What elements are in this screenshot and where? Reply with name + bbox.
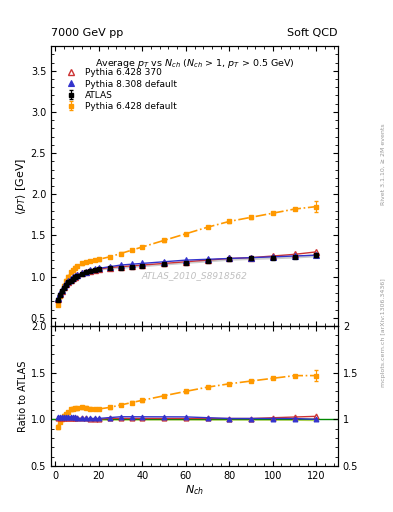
Pythia 8.308 default	[70, 274, 75, 281]
Pythia 6.428 370	[292, 251, 297, 258]
Pythia 8.308 default	[107, 264, 112, 270]
Pythia 6.428 370	[64, 281, 69, 287]
Y-axis label: Ratio to ATLAS: Ratio to ATLAS	[18, 360, 28, 432]
X-axis label: $N_{ch}$: $N_{ch}$	[185, 483, 204, 497]
Text: 7000 GeV pp: 7000 GeV pp	[51, 28, 123, 38]
Pythia 6.428 370	[70, 275, 75, 281]
Pythia 6.428 370	[314, 249, 319, 255]
Pythia 6.428 370	[129, 263, 134, 269]
Pythia 8.308 default	[73, 273, 77, 279]
Line: Pythia 6.428 370: Pythia 6.428 370	[55, 249, 319, 302]
Pythia 6.428 370	[249, 254, 253, 261]
Pythia 8.308 default	[64, 280, 69, 286]
Pythia 6.428 370	[79, 270, 84, 276]
Pythia 8.308 default	[129, 261, 134, 267]
Pythia 8.308 default	[270, 254, 275, 260]
Pythia 8.308 default	[205, 256, 210, 262]
Pythia 6.428 370	[184, 259, 188, 265]
Pythia 8.308 default	[92, 266, 97, 272]
Pythia 8.308 default	[140, 260, 145, 266]
Pythia 8.308 default	[249, 254, 253, 261]
Pythia 6.428 370	[227, 255, 231, 262]
Pythia 8.308 default	[79, 270, 84, 276]
Pythia 8.308 default	[68, 276, 73, 282]
Text: Soft QCD: Soft QCD	[288, 28, 338, 38]
Pythia 6.428 370	[73, 273, 77, 280]
Pythia 8.308 default	[57, 290, 62, 296]
Pythia 8.308 default	[60, 287, 64, 293]
Pythia 6.428 370	[75, 272, 79, 278]
Pythia 6.428 370	[162, 260, 167, 266]
Pythia 6.428 370	[205, 257, 210, 263]
Pythia 8.308 default	[97, 265, 101, 271]
Pythia 8.308 default	[184, 257, 188, 263]
Text: ATLAS_2010_S8918562: ATLAS_2010_S8918562	[141, 271, 248, 280]
Pythia 6.428 370	[140, 262, 145, 268]
Pythia 8.308 default	[75, 272, 79, 278]
Pythia 6.428 370	[57, 291, 62, 297]
Pythia 8.308 default	[227, 255, 231, 262]
Y-axis label: $\langle p_T \rangle$ [GeV]: $\langle p_T \rangle$ [GeV]	[14, 157, 28, 215]
Pythia 6.428 370	[68, 277, 73, 283]
Pythia 8.308 default	[62, 283, 66, 289]
Pythia 6.428 370	[60, 288, 64, 294]
Pythia 6.428 370	[107, 265, 112, 271]
Pythia 6.428 370	[83, 269, 88, 275]
Pythia 6.428 370	[97, 266, 101, 272]
Pythia 8.308 default	[292, 253, 297, 259]
Text: mcplots.cern.ch [arXiv:1306.3436]: mcplots.cern.ch [arXiv:1306.3436]	[381, 279, 386, 387]
Text: Average $p_T$ vs $N_{ch}$ ($N_{ch}$ > 1, $p_T$ > 0.5 GeV): Average $p_T$ vs $N_{ch}$ ($N_{ch}$ > 1,…	[95, 57, 294, 70]
Pythia 6.428 370	[62, 284, 66, 290]
Pythia 8.308 default	[118, 262, 123, 268]
Pythia 8.308 default	[83, 269, 88, 275]
Text: Rivet 3.1.10, ≥ 2M events: Rivet 3.1.10, ≥ 2M events	[381, 123, 386, 205]
Pythia 8.308 default	[162, 259, 167, 265]
Pythia 6.428 370	[92, 267, 97, 273]
Pythia 6.428 370	[270, 253, 275, 259]
Pythia 6.428 370	[88, 268, 93, 274]
Line: Pythia 8.308 default: Pythia 8.308 default	[55, 252, 319, 301]
Pythia 8.308 default	[55, 295, 60, 301]
Pythia 6.428 370	[55, 296, 60, 302]
Pythia 6.428 370	[66, 279, 71, 285]
Pythia 6.428 370	[118, 264, 123, 270]
Pythia 8.308 default	[314, 252, 319, 258]
Pythia 8.308 default	[88, 267, 93, 273]
Legend: Pythia 6.428 370, Pythia 8.308 default, ATLAS, Pythia 6.428 default: Pythia 6.428 370, Pythia 8.308 default, …	[59, 65, 180, 115]
Pythia 8.308 default	[66, 278, 71, 284]
